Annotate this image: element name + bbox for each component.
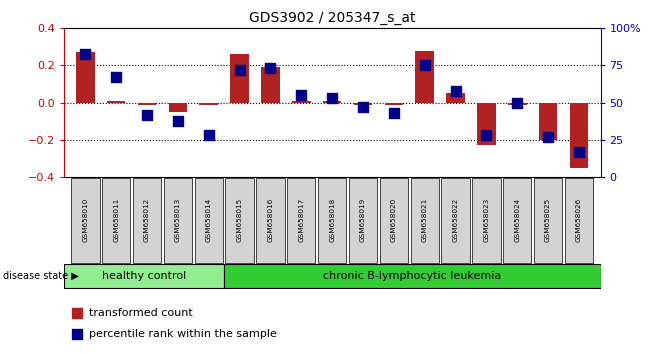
- FancyBboxPatch shape: [565, 178, 593, 263]
- FancyBboxPatch shape: [349, 178, 377, 263]
- Point: [142, 112, 152, 118]
- Bar: [168, 103, 187, 112]
- Bar: [323, 101, 342, 103]
- Bar: [384, 103, 403, 104]
- Point: [172, 118, 183, 123]
- Text: GDS3902 / 205347_s_at: GDS3902 / 205347_s_at: [249, 11, 415, 25]
- Text: transformed count: transformed count: [89, 308, 193, 318]
- Bar: [508, 103, 527, 104]
- Bar: [292, 101, 311, 103]
- Bar: [539, 103, 558, 140]
- Bar: [415, 51, 434, 103]
- Bar: [138, 103, 156, 104]
- FancyBboxPatch shape: [224, 264, 601, 288]
- Bar: [354, 103, 372, 104]
- Bar: [570, 103, 588, 168]
- Text: GSM658025: GSM658025: [545, 198, 551, 242]
- Text: GSM658020: GSM658020: [391, 198, 397, 242]
- Text: GSM658011: GSM658011: [113, 198, 119, 242]
- FancyBboxPatch shape: [442, 178, 470, 263]
- Point: [543, 134, 554, 140]
- Bar: [76, 52, 95, 103]
- FancyBboxPatch shape: [195, 178, 223, 263]
- FancyBboxPatch shape: [133, 178, 161, 263]
- Text: GSM658022: GSM658022: [452, 198, 458, 242]
- Point: [265, 65, 276, 71]
- Bar: [446, 93, 465, 103]
- Text: disease state ▶: disease state ▶: [3, 271, 79, 281]
- FancyBboxPatch shape: [411, 178, 439, 263]
- Point: [358, 104, 368, 110]
- Point: [389, 110, 399, 116]
- FancyBboxPatch shape: [102, 178, 130, 263]
- FancyBboxPatch shape: [256, 178, 285, 263]
- Point: [234, 67, 245, 73]
- FancyBboxPatch shape: [164, 178, 192, 263]
- Text: chronic B-lymphocytic leukemia: chronic B-lymphocytic leukemia: [323, 271, 501, 281]
- Text: GSM658021: GSM658021: [421, 198, 427, 242]
- Text: GSM658016: GSM658016: [268, 198, 274, 242]
- Text: GSM658026: GSM658026: [576, 198, 582, 242]
- Bar: [261, 67, 280, 103]
- Bar: [477, 103, 496, 145]
- Point: [72, 310, 83, 315]
- Point: [72, 331, 83, 336]
- FancyBboxPatch shape: [225, 178, 254, 263]
- FancyBboxPatch shape: [472, 178, 501, 263]
- Point: [512, 100, 523, 105]
- Point: [111, 75, 121, 80]
- Point: [419, 63, 430, 68]
- Text: GSM658017: GSM658017: [299, 198, 304, 242]
- FancyBboxPatch shape: [534, 178, 562, 263]
- Text: healthy control: healthy control: [102, 271, 186, 281]
- Text: GSM658018: GSM658018: [329, 198, 335, 242]
- Text: GSM658014: GSM658014: [206, 198, 212, 242]
- FancyBboxPatch shape: [287, 178, 315, 263]
- FancyBboxPatch shape: [318, 178, 346, 263]
- Point: [80, 51, 91, 56]
- Point: [327, 95, 338, 101]
- Text: GSM658019: GSM658019: [360, 198, 366, 242]
- Point: [450, 88, 461, 93]
- Text: GSM658010: GSM658010: [83, 198, 89, 242]
- Text: percentile rank within the sample: percentile rank within the sample: [89, 329, 277, 338]
- Text: GSM658023: GSM658023: [483, 198, 489, 242]
- FancyBboxPatch shape: [503, 178, 531, 263]
- Text: GSM658012: GSM658012: [144, 198, 150, 242]
- FancyBboxPatch shape: [380, 178, 408, 263]
- Point: [296, 92, 307, 98]
- Text: GSM658013: GSM658013: [175, 198, 181, 242]
- Text: GSM658015: GSM658015: [237, 198, 243, 242]
- FancyBboxPatch shape: [64, 264, 224, 288]
- Text: GSM658024: GSM658024: [514, 198, 520, 242]
- Point: [203, 132, 214, 138]
- FancyBboxPatch shape: [71, 178, 99, 263]
- Bar: [107, 101, 125, 103]
- Bar: [230, 54, 249, 103]
- Bar: [199, 103, 218, 104]
- Point: [574, 149, 584, 155]
- Point: [481, 132, 492, 138]
